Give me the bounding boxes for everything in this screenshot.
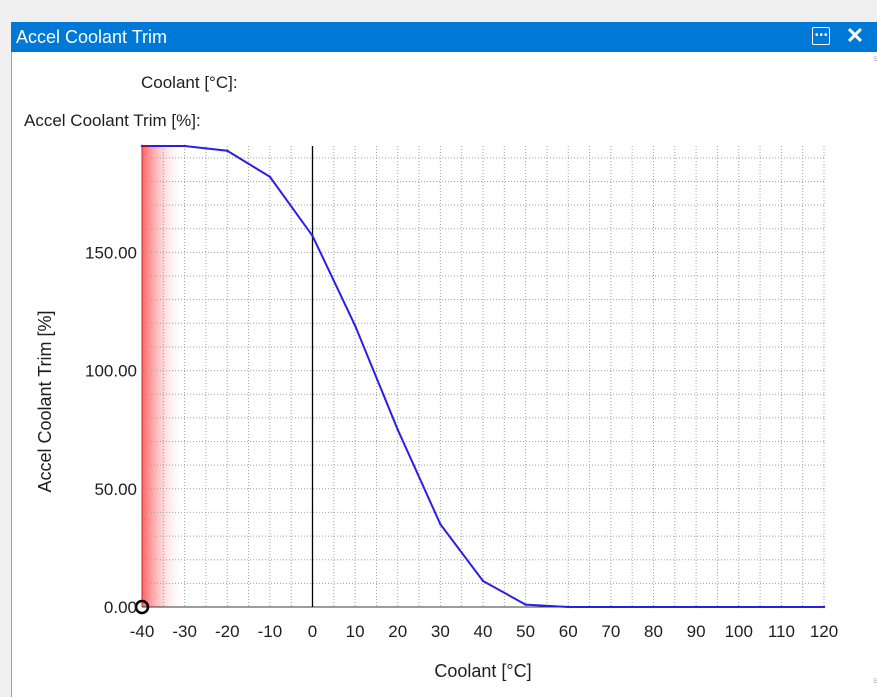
x-axis-label: Coolant [°C] <box>434 661 531 681</box>
x-tick-label: 40 <box>474 622 493 641</box>
y-tick-label: 50.00 <box>94 480 137 499</box>
x-tick-label: 80 <box>644 622 663 641</box>
data-point <box>396 428 399 431</box>
x-tick-label: 110 <box>768 622 795 641</box>
y-tick-label: 100.00 <box>85 362 137 381</box>
y-readout-label: Accel Coolant Trim [%]: <box>24 111 201 130</box>
y-tick-label: 150.00 <box>85 243 137 262</box>
data-point <box>140 144 144 148</box>
panel-titlebar[interactable]: Accel Coolant Trim ••• ✕ <box>11 22 877 52</box>
y-tick-label: 0.00 <box>104 598 137 617</box>
x-tick-label: 70 <box>601 622 620 641</box>
data-point <box>439 523 442 526</box>
window-menu-button[interactable]: ••• <box>812 27 830 45</box>
x-tick-label: -10 <box>258 622 283 641</box>
window-frame-left <box>0 22 11 697</box>
x-readout-label: Coolant [°C]: <box>141 73 238 92</box>
selected-point-marker <box>134 599 150 615</box>
data-point <box>524 603 527 606</box>
window-frame-top <box>0 0 877 22</box>
scroll-grip-top-icon[interactable]: ≡ <box>873 54 877 65</box>
data-point <box>567 605 570 609</box>
x-tick-label: 60 <box>559 622 578 641</box>
close-icon: ✕ <box>845 23 865 48</box>
x-tick-label: 50 <box>516 622 535 641</box>
data-point <box>780 605 783 609</box>
panel-body: Coolant [°C]: Accel Coolant Trim [%]: ≡ … <box>11 52 877 697</box>
data-point <box>183 144 186 148</box>
x-tick-label: -20 <box>215 622 240 641</box>
x-tick-label: 100 <box>725 622 753 641</box>
x-tick-label: 10 <box>346 622 365 641</box>
data-point <box>822 605 826 609</box>
x-tick-label: 20 <box>388 622 407 641</box>
x-tick-label: 30 <box>431 622 450 641</box>
data-point <box>226 149 229 152</box>
data-point <box>652 605 655 609</box>
data-point <box>311 234 314 238</box>
close-button[interactable]: ✕ <box>845 23 865 48</box>
x-tick-label: 0 <box>308 622 317 641</box>
x-tick-label: 90 <box>687 622 706 641</box>
y-axis-label: Accel Coolant Trim [%] <box>35 310 55 492</box>
data-point <box>694 605 698 609</box>
data-point <box>481 579 485 583</box>
ellipsis-icon: ••• <box>815 30 829 41</box>
x-tick-label: 120 <box>810 622 838 641</box>
data-point <box>609 605 613 609</box>
panel-title: Accel Coolant Trim <box>16 27 168 47</box>
x-tick-label: -30 <box>172 622 197 641</box>
data-point <box>737 605 740 609</box>
x-tick-label: -40 <box>130 622 155 641</box>
data-point <box>268 175 272 178</box>
scroll-grip-bottom-icon[interactable]: ≡ <box>873 676 877 687</box>
data-point <box>353 324 357 327</box>
